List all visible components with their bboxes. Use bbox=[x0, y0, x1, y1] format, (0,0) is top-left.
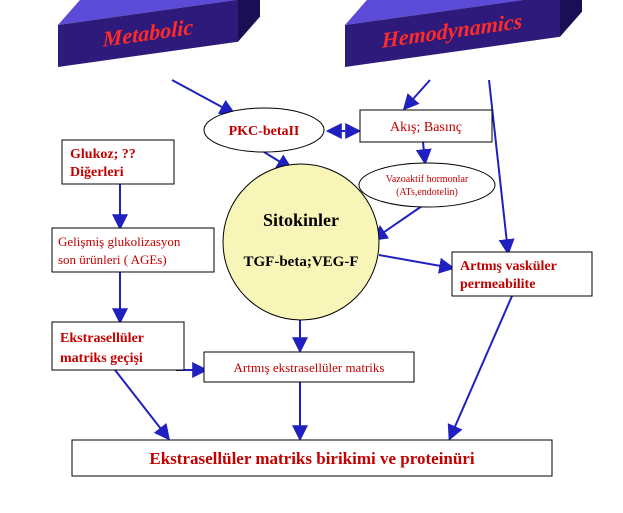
birikim-node: Ekstrasellüler matriks birikimi ve prote… bbox=[72, 440, 552, 476]
akis-label: Akış; Basınç bbox=[390, 120, 462, 135]
ages-l2: son ürünleri ( AGEs) bbox=[58, 252, 167, 267]
artmis-node: Artmış ekstrasellüler matriks bbox=[204, 352, 414, 382]
pkc-node: PKC-betaII bbox=[204, 108, 324, 152]
vazo-l1: Vazoaktif hormonlar bbox=[386, 174, 469, 185]
pkc-label: PKC-betaII bbox=[229, 124, 300, 139]
gecis-l2: matriks geçişi bbox=[60, 351, 143, 366]
perm-node: Artmış vasküler permeabilite bbox=[452, 252, 592, 296]
perm-l1: Artmış vasküler bbox=[460, 259, 557, 274]
birikim-label: Ekstrasellüler matriks birikimi ve prote… bbox=[149, 449, 474, 468]
glukoz-l2: Diğerleri bbox=[70, 165, 124, 180]
vazo-node: Vazoaktif hormonlar (ATs,endotelin) bbox=[359, 163, 495, 207]
ages-node: Gelişmiş glukolizasyon son ürünleri ( AG… bbox=[52, 228, 214, 272]
sitokinler-circle: Sitokinler TGF-beta;VEG-F bbox=[223, 164, 379, 320]
vazo-l2: (ATs,endotelin) bbox=[396, 187, 458, 198]
akis-node: Akış; Basınç bbox=[360, 110, 492, 142]
glukoz-node: Glukoz; ?? Diğerleri bbox=[62, 140, 174, 184]
glukoz-l1: Glukoz; ?? bbox=[70, 147, 136, 162]
artmis-label: Artmış ekstrasellüler matriks bbox=[234, 360, 385, 375]
gecis-l1: Ekstrasellüler bbox=[60, 331, 144, 346]
gecis-node: Ekstrasellüler matriks geçişi bbox=[52, 322, 184, 370]
ages-l1: Gelişmiş glukolizasyon bbox=[58, 234, 181, 249]
sitokinler-sub: TGF-beta;VEG-F bbox=[244, 254, 359, 270]
perm-l2: permeabilite bbox=[460, 277, 535, 292]
sitokinler-title: Sitokinler bbox=[263, 210, 339, 230]
